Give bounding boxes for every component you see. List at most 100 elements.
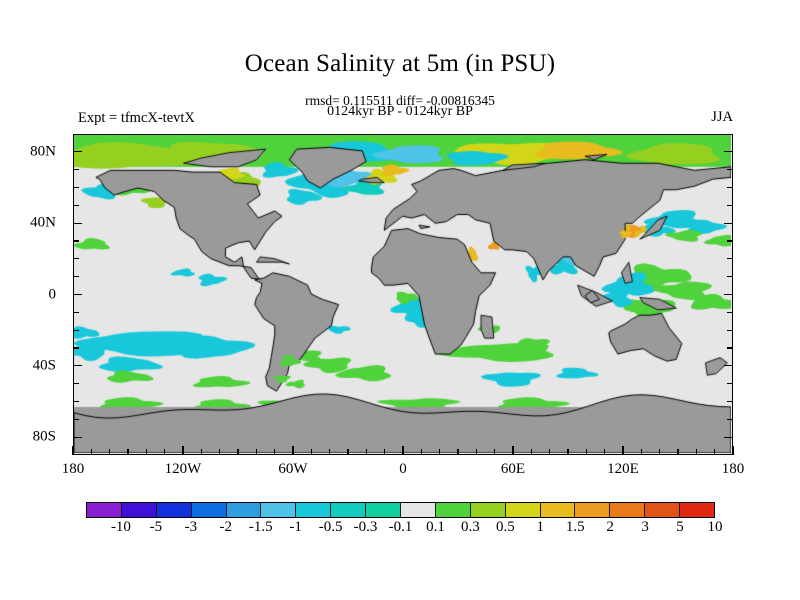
colorbar-cell xyxy=(540,503,576,517)
colorbar-tick-label: -0.5 xyxy=(318,519,343,535)
axis-tick xyxy=(622,446,624,455)
colorbar-tick-label: 2 xyxy=(606,519,614,535)
axis-tick xyxy=(73,169,79,171)
axis-tick xyxy=(384,449,386,455)
axis-tick xyxy=(274,449,276,455)
colorbar-tick-label: 0.5 xyxy=(495,519,515,535)
colorbar-cell xyxy=(121,503,157,517)
colorbar-tick-label: 1.5 xyxy=(565,519,585,535)
statistics-annotation: rmsd= 0.115511 diff= -0.00816345 xyxy=(305,93,495,108)
axis-tick xyxy=(73,329,79,331)
axis-tick xyxy=(109,449,111,455)
axis-tick xyxy=(530,449,532,455)
colorbar-cell xyxy=(366,503,402,517)
y-axis-tick-label: 40S xyxy=(32,357,56,374)
axis-tick xyxy=(292,446,294,455)
axis-tick xyxy=(727,383,733,385)
axis-tick xyxy=(724,436,733,438)
colorbar-tick-label: -0.3 xyxy=(353,519,378,535)
colorbar-tick-label: 10 xyxy=(707,519,723,535)
colorbar-cell xyxy=(331,503,367,517)
axis-tick xyxy=(724,151,733,153)
axis-tick xyxy=(475,449,477,455)
x-axis-tick-label: 60W xyxy=(278,461,308,477)
axis-tick xyxy=(727,204,733,206)
axis-tick xyxy=(727,329,733,331)
colorbar-tick-label: 5 xyxy=(676,519,684,535)
axis-tick xyxy=(182,446,184,455)
axis-tick xyxy=(549,449,551,455)
colorbar-cell xyxy=(296,503,332,517)
colorbar-cell xyxy=(226,503,262,517)
axis-tick xyxy=(73,418,79,420)
season-label: JJA xyxy=(711,109,733,125)
axis-tick xyxy=(73,436,82,438)
experiment-label: Expt = tfmcX-tevtX xyxy=(78,110,195,126)
y-axis-tick-label: 40N xyxy=(30,214,56,231)
axis-tick xyxy=(329,449,331,455)
axis-tick xyxy=(439,449,441,455)
axis-tick xyxy=(73,293,82,296)
axis-tick xyxy=(73,222,82,224)
colorbar-tick-label: -0.1 xyxy=(388,519,413,535)
colorbar-cell xyxy=(156,503,192,517)
axis-tick xyxy=(640,449,642,455)
axis-tick xyxy=(73,276,79,278)
colorbar-tick-label: -3 xyxy=(184,519,198,535)
axis-tick xyxy=(732,446,734,455)
axis-tick xyxy=(727,347,733,349)
axis-tick xyxy=(512,446,514,455)
colorbar-cell xyxy=(645,503,681,517)
axis-tick xyxy=(567,449,569,455)
colorbar-cell xyxy=(680,503,715,517)
colorbar-cell xyxy=(505,503,541,517)
y-axis-tick-label: 0 xyxy=(48,286,57,302)
x-axis-tick-label: 180 xyxy=(61,461,85,477)
colorbar-tick-label: 0.3 xyxy=(461,519,480,535)
axis-tick xyxy=(365,449,367,455)
x-axis-tick-label: 120E xyxy=(607,461,639,477)
y-axis-tick-label: 80N xyxy=(30,143,56,160)
axis-tick xyxy=(727,169,733,171)
colorbar-tick-label: -5 xyxy=(149,519,163,535)
axis-tick xyxy=(585,449,587,455)
colorbar-tick-label: 0.1 xyxy=(426,519,445,535)
colorbar-tick-label: -1.5 xyxy=(248,519,273,535)
axis-tick xyxy=(73,186,79,189)
x-axis-tick-label: 180 xyxy=(721,461,745,477)
axis-tick xyxy=(145,449,147,455)
colorbar-tick-label: 3 xyxy=(641,519,649,535)
axis-tick xyxy=(494,449,496,455)
axis-tick xyxy=(73,204,79,206)
axis-tick xyxy=(73,311,79,313)
axis-tick xyxy=(219,449,221,455)
axis-tick xyxy=(73,365,82,367)
axis-tick xyxy=(659,449,661,455)
axis-tick xyxy=(164,449,166,455)
axis-tick xyxy=(73,383,79,385)
axis-tick xyxy=(604,449,606,455)
colorbar-cell xyxy=(191,503,227,517)
colorbar-cell xyxy=(470,503,506,517)
axis-tick xyxy=(90,449,92,455)
axis-tick xyxy=(255,449,257,455)
x-axis-tick-label: 120W xyxy=(164,461,202,477)
colorbar-cell xyxy=(261,503,297,517)
axis-tick xyxy=(457,449,459,455)
axis-tick xyxy=(420,449,422,455)
axis-tick xyxy=(727,240,733,242)
axis-tick xyxy=(724,222,733,224)
axis-tick xyxy=(200,449,202,455)
colorbar-cell xyxy=(401,503,436,517)
axis-tick xyxy=(724,293,733,296)
axis-tick xyxy=(73,240,79,242)
period-annotation: 0124kyr BP - 0124kyr BP xyxy=(327,104,473,119)
page-title: Ocean Salinity at 5m (in PSU) xyxy=(244,50,556,77)
map-plot-area xyxy=(73,134,733,455)
salinity-anomaly-map xyxy=(74,135,731,453)
colorbar-cell xyxy=(87,503,122,517)
y-axis-tick-label: 80S xyxy=(32,428,56,445)
axis-tick xyxy=(73,258,79,260)
axis-tick xyxy=(727,258,733,260)
colorbar-cell xyxy=(435,503,471,517)
